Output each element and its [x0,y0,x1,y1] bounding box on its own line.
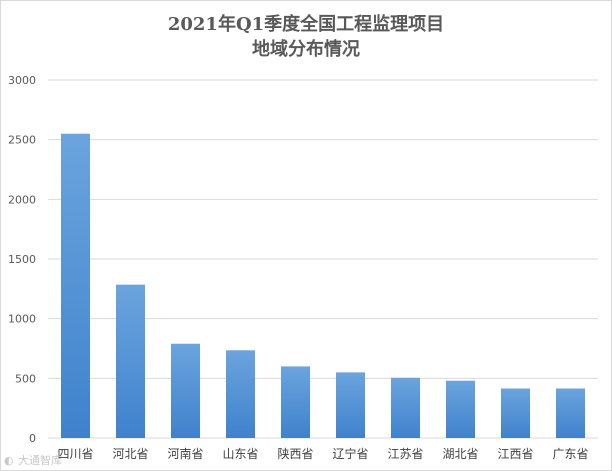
y-tick-label: 3000 [8,74,36,87]
x-tick-label: 辽宁省 [332,446,368,461]
x-axis-labels: 四川省 河北省 河南省 山东省 陕西省 辽宁省 江苏省 湖北省 江西省 广东省 [57,446,588,461]
watermark: ◐ 大通智库 [4,453,62,467]
x-tick-label: 江苏省 [387,447,423,461]
watermark-logo-icon: ◐ [4,454,14,467]
bar [556,388,585,438]
y-tick-label: 2000 [8,193,36,206]
bar [61,133,90,438]
y-tick-label: 500 [15,372,36,385]
x-tick-label: 四川省 [57,447,93,461]
y-tick-label: 0 [29,432,36,445]
watermark-text: 大通智库 [18,453,62,467]
chart-title-line2: 地域分布情况 [252,38,360,60]
bar [281,366,310,438]
bar [116,284,145,438]
x-tick-label: 广东省 [552,447,588,461]
x-tick-label: 河南省 [167,446,203,461]
bar [226,350,255,438]
x-tick-label: 山东省 [222,447,258,461]
y-tick-label: 1500 [8,253,36,266]
bar [446,380,475,438]
y-tick-label: 1000 [8,313,36,326]
bar [501,388,530,438]
bar [391,377,420,438]
bar [171,343,200,438]
bar [336,372,365,438]
x-tick-label: 江西省 [497,447,533,461]
y-axis-ticks: 0 500 1000 1500 2000 2500 3000 [8,74,36,445]
y-tick-label: 2500 [8,134,36,147]
chart-title-line1: 2021年Q1季度全国工程监理项目 [168,13,444,35]
bars [61,133,585,438]
x-tick-label: 湖北省 [442,446,478,461]
x-tick-label: 陕西省 [277,446,313,461]
x-tick-label: 河北省 [112,447,148,461]
